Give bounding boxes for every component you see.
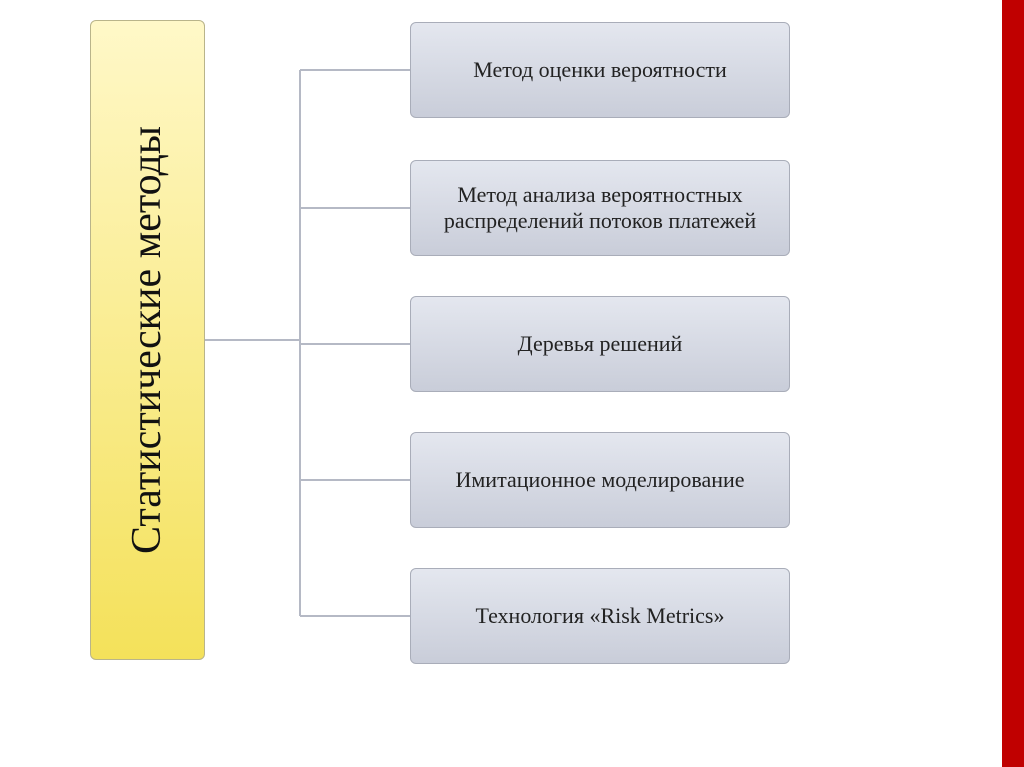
child-node: Технология «Risk Metrics»: [410, 568, 790, 664]
child-node: Метод оценки вероятности: [410, 22, 790, 118]
root-label: Статистические методы: [124, 126, 172, 554]
root-node: Статистические методы: [90, 20, 205, 660]
child-node: Деревья решений: [410, 296, 790, 392]
child-node: Имитационное моделирование: [410, 432, 790, 528]
child-node: Метод анализа вероятностных распределени…: [410, 160, 790, 256]
slide: Статистические методы Метод оценки вероя…: [0, 0, 1024, 767]
accent-bar: [1002, 0, 1024, 767]
